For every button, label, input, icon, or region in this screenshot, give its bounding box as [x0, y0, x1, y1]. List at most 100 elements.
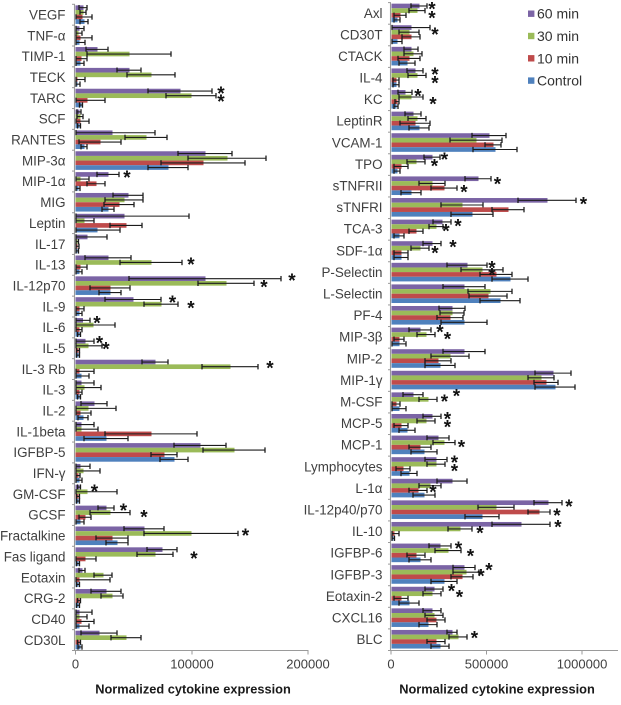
- svg-text:TPO: TPO: [355, 157, 383, 172]
- svg-text:1000000: 1000000: [557, 656, 608, 671]
- svg-text:100000: 100000: [170, 656, 213, 671]
- svg-text:MIP-3α: MIP-3α: [22, 153, 66, 168]
- svg-text:*: *: [187, 299, 195, 320]
- svg-text:Fas ligand: Fas ligand: [4, 549, 66, 564]
- svg-text:*: *: [456, 588, 464, 609]
- svg-text:*: *: [494, 175, 502, 196]
- svg-text:*: *: [96, 334, 104, 355]
- svg-text:*: *: [431, 157, 439, 178]
- svg-text:*: *: [169, 293, 177, 314]
- svg-text:*: *: [140, 508, 148, 529]
- svg-text:*: *: [448, 582, 456, 603]
- svg-text:PF-4: PF-4: [353, 308, 383, 323]
- svg-text:IGFBP-3: IGFBP-3: [330, 567, 382, 582]
- svg-text:*: *: [453, 387, 461, 408]
- svg-text:*: *: [444, 418, 452, 439]
- svg-text:IL-5: IL-5: [42, 341, 65, 356]
- svg-text:CXCL16: CXCL16: [332, 610, 383, 625]
- svg-text:IGFBP-6: IGFBP-6: [330, 546, 382, 561]
- svg-text:LeptinR: LeptinR: [336, 114, 382, 129]
- svg-text:*: *: [429, 483, 437, 504]
- svg-text:MIP-3β: MIP-3β: [339, 330, 383, 345]
- svg-text:sTNFRI: sTNFRI: [336, 200, 382, 215]
- svg-text:*: *: [431, 244, 439, 265]
- svg-text:Eotaxin: Eotaxin: [21, 570, 66, 585]
- svg-text:CD30L: CD30L: [24, 633, 66, 648]
- svg-text:500000: 500000: [465, 656, 508, 671]
- svg-text:TIMP-1: TIMP-1: [22, 49, 66, 64]
- svg-text:MIP-2: MIP-2: [347, 351, 383, 366]
- svg-text:*: *: [476, 524, 484, 545]
- svg-text:MIG: MIG: [40, 195, 65, 210]
- svg-text:IL-10: IL-10: [352, 524, 383, 539]
- svg-text:IL-6: IL-6: [42, 320, 65, 335]
- svg-text:*: *: [187, 255, 195, 276]
- svg-text:*: *: [190, 549, 198, 570]
- svg-text:*: *: [441, 150, 449, 171]
- svg-text:Axl: Axl: [364, 6, 383, 21]
- svg-text:KC: KC: [364, 92, 383, 107]
- svg-text:VEGF: VEGF: [29, 7, 65, 22]
- svg-text:Leptin: Leptin: [29, 216, 65, 231]
- svg-text:*: *: [580, 195, 588, 216]
- svg-text:*: *: [565, 497, 573, 518]
- svg-text:SDF-1α: SDF-1α: [336, 243, 383, 258]
- svg-text:IL-17: IL-17: [35, 237, 66, 252]
- svg-text:*: *: [414, 87, 422, 108]
- svg-text:Control: Control: [537, 73, 582, 89]
- svg-text:*: *: [428, 0, 436, 21]
- svg-text:TNF-α: TNF-α: [27, 28, 65, 43]
- svg-text:*: *: [123, 168, 131, 189]
- svg-text:*: *: [260, 278, 268, 299]
- svg-text:*: *: [444, 410, 452, 431]
- svg-text:CTACK: CTACK: [338, 49, 382, 64]
- svg-text:*: *: [288, 271, 296, 292]
- svg-text:GCSF: GCSF: [28, 508, 65, 523]
- svg-text:Normalized cytokine expression: Normalized cytokine expression: [399, 682, 595, 697]
- svg-text:*: *: [441, 392, 449, 413]
- svg-text:30 min: 30 min: [537, 28, 579, 44]
- svg-text:L-Selectin: L-Selectin: [323, 287, 383, 302]
- svg-text:*: *: [449, 238, 457, 259]
- svg-text:IL-3 Rb: IL-3 Rb: [22, 362, 66, 377]
- svg-text:10 min: 10 min: [537, 50, 579, 66]
- svg-text:*: *: [460, 183, 468, 204]
- svg-text:*: *: [444, 330, 452, 351]
- svg-text:TARC: TARC: [30, 91, 66, 106]
- svg-text:*: *: [454, 217, 462, 238]
- svg-text:*: *: [91, 482, 99, 503]
- svg-text:L-1α: L-1α: [355, 481, 382, 496]
- svg-text:*: *: [217, 92, 225, 113]
- svg-text:*: *: [554, 518, 562, 539]
- svg-text:Lymphocytes: Lymphocytes: [304, 459, 383, 474]
- svg-text:200000: 200000: [286, 656, 329, 671]
- svg-text:CD40: CD40: [31, 612, 65, 627]
- svg-text:*: *: [266, 359, 274, 380]
- svg-text:MIP-1α: MIP-1α: [22, 174, 66, 189]
- svg-text:TECK: TECK: [30, 70, 66, 85]
- svg-text:RANTES: RANTES: [11, 133, 65, 148]
- svg-text:*: *: [451, 453, 459, 474]
- svg-text:TCA-3: TCA-3: [344, 222, 383, 237]
- svg-text:*: *: [442, 222, 450, 243]
- svg-text:IFN-γ: IFN-γ: [33, 466, 66, 481]
- svg-text:*: *: [93, 314, 101, 335]
- svg-text:*: *: [102, 340, 110, 361]
- svg-text:*: *: [431, 74, 439, 95]
- svg-text:CRG-2: CRG-2: [24, 591, 66, 606]
- svg-text:BLC: BLC: [356, 632, 382, 647]
- svg-text:VCAM-1: VCAM-1: [332, 135, 383, 150]
- svg-text:*: *: [488, 259, 496, 280]
- svg-text:*: *: [553, 506, 561, 527]
- svg-text:MCP-1: MCP-1: [341, 438, 383, 453]
- svg-text:0: 0: [387, 656, 394, 671]
- svg-text:60 min: 60 min: [537, 6, 579, 22]
- svg-text:MIP-1γ: MIP-1γ: [340, 373, 383, 388]
- svg-text:GM-CSF: GM-CSF: [13, 487, 66, 502]
- svg-text:*: *: [431, 25, 439, 46]
- svg-text:M-CSF: M-CSF: [340, 394, 382, 409]
- svg-text:*: *: [455, 539, 463, 560]
- svg-text:*: *: [431, 65, 439, 86]
- svg-text:MCP-5: MCP-5: [341, 416, 383, 431]
- svg-text:*: *: [120, 501, 128, 522]
